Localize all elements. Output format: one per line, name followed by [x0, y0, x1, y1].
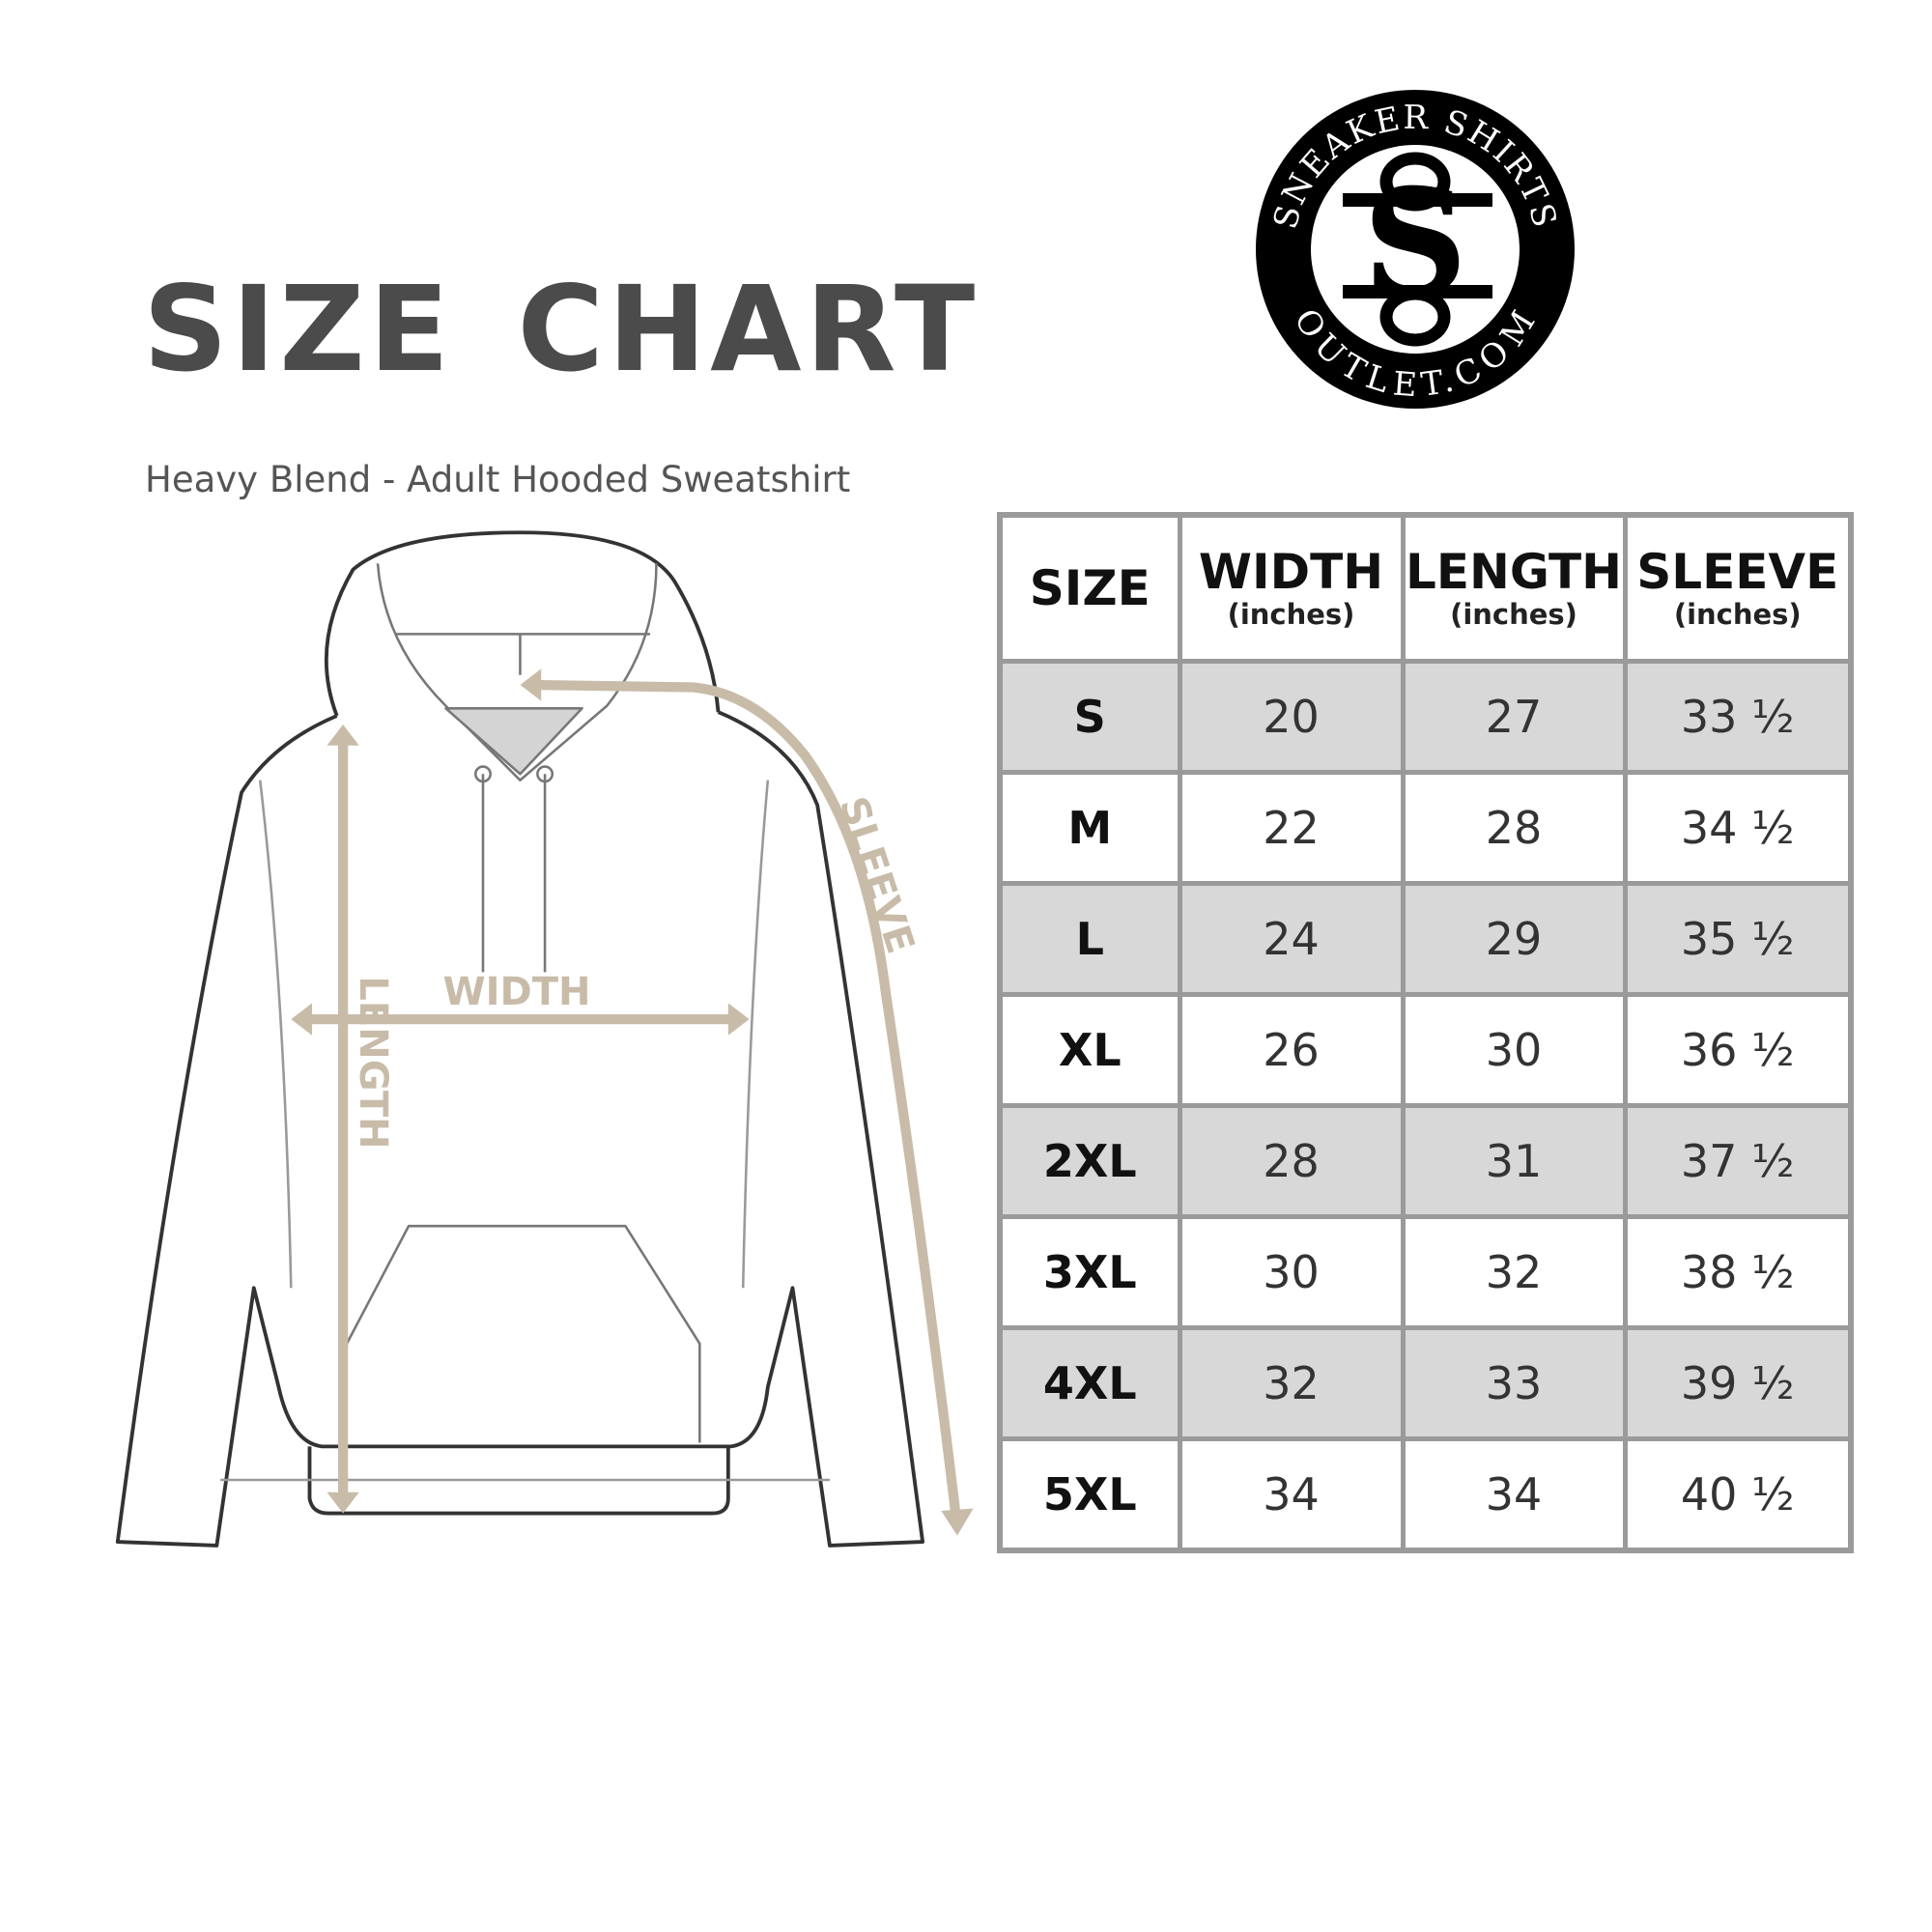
cell-size: M [997, 770, 1182, 886]
hood-outline [324, 530, 721, 717]
cell-sleeve: 35 ½ [1622, 881, 1854, 997]
cell-length: 27 [1400, 659, 1628, 775]
product-subtitle: Heavy Blend - Adult Hooded Sweatshirt [145, 459, 851, 500]
page-title: SIZE CHART [143, 261, 980, 398]
size-table: SIZE WIDTH (inches) LENGTH (inches) SLEEVE… [997, 512, 1854, 1553]
cell-sleeve: 38 ½ [1622, 1214, 1854, 1330]
sneaker-shirts-logo: SNEAKER SHIRTS OUTLET.COM S [1256, 90, 1575, 409]
cell-sleeve: 33 ½ [1622, 659, 1854, 775]
header-length: LENGTH (inches) [1400, 512, 1628, 664]
waistband [307, 1446, 730, 1516]
table-row: S 20 27 33 ½ [997, 659, 1854, 775]
width-label: WIDTH [443, 970, 591, 1014]
table-row: 4XL 32 33 39 ½ [997, 1325, 1854, 1441]
cell-width: 24 [1177, 881, 1406, 997]
cell-length: 34 [1400, 1436, 1628, 1553]
cell-width: 22 [1177, 770, 1406, 886]
cell-sleeve: 37 ½ [1622, 1103, 1854, 1219]
table-row: 5XL 34 34 40 ½ [997, 1436, 1854, 1553]
table-row: XL 26 30 36 ½ [997, 992, 1854, 1108]
cell-size: 5XL [997, 1436, 1182, 1553]
header-width: WIDTH (inches) [1177, 512, 1406, 664]
cell-sleeve: 39 ½ [1622, 1325, 1854, 1441]
cell-length: 29 [1400, 881, 1628, 997]
cell-sleeve: 34 ½ [1622, 770, 1854, 886]
sleeve-arrow [532, 679, 961, 1519]
hoodie-body-outline [115, 710, 925, 1548]
cell-width: 20 [1177, 659, 1406, 775]
table-header-row: SIZE WIDTH (inches) LENGTH (inches) SLEEVE… [997, 512, 1854, 664]
pocket-outline [339, 1224, 701, 1443]
cell-length: 31 [1400, 1103, 1628, 1219]
sleeve-label: SLEEVE [831, 791, 923, 958]
cell-sleeve: 36 ½ [1622, 992, 1854, 1108]
cell-length: 32 [1400, 1214, 1628, 1330]
table-row: 3XL 30 32 38 ½ [997, 1214, 1854, 1330]
cell-size: 2XL [997, 1103, 1182, 1219]
cell-size: L [997, 881, 1182, 997]
cell-width: 28 [1177, 1103, 1406, 1219]
table-row: M 22 28 34 ½ [997, 770, 1854, 886]
cell-length: 28 [1400, 770, 1628, 886]
cell-size: S [997, 659, 1182, 775]
cell-width: 32 [1177, 1325, 1406, 1441]
table-row: L 24 29 35 ½ [997, 881, 1854, 997]
cell-width: 30 [1177, 1214, 1406, 1330]
cell-size: 3XL [997, 1214, 1182, 1330]
length-label: LENGTH [351, 976, 395, 1149]
cell-width: 26 [1177, 992, 1406, 1108]
cell-width: 34 [1177, 1436, 1406, 1553]
cell-length: 30 [1400, 992, 1628, 1108]
header-sleeve: SLEEVE (inches) [1622, 512, 1854, 664]
table-row: 2XL 28 31 37 ½ [997, 1103, 1854, 1219]
cell-size: XL [997, 992, 1182, 1108]
cell-size: 4XL [997, 1325, 1182, 1441]
cell-sleeve: 40 ½ [1622, 1436, 1854, 1553]
header-size: SIZE [997, 512, 1182, 664]
cell-length: 33 [1400, 1325, 1628, 1441]
